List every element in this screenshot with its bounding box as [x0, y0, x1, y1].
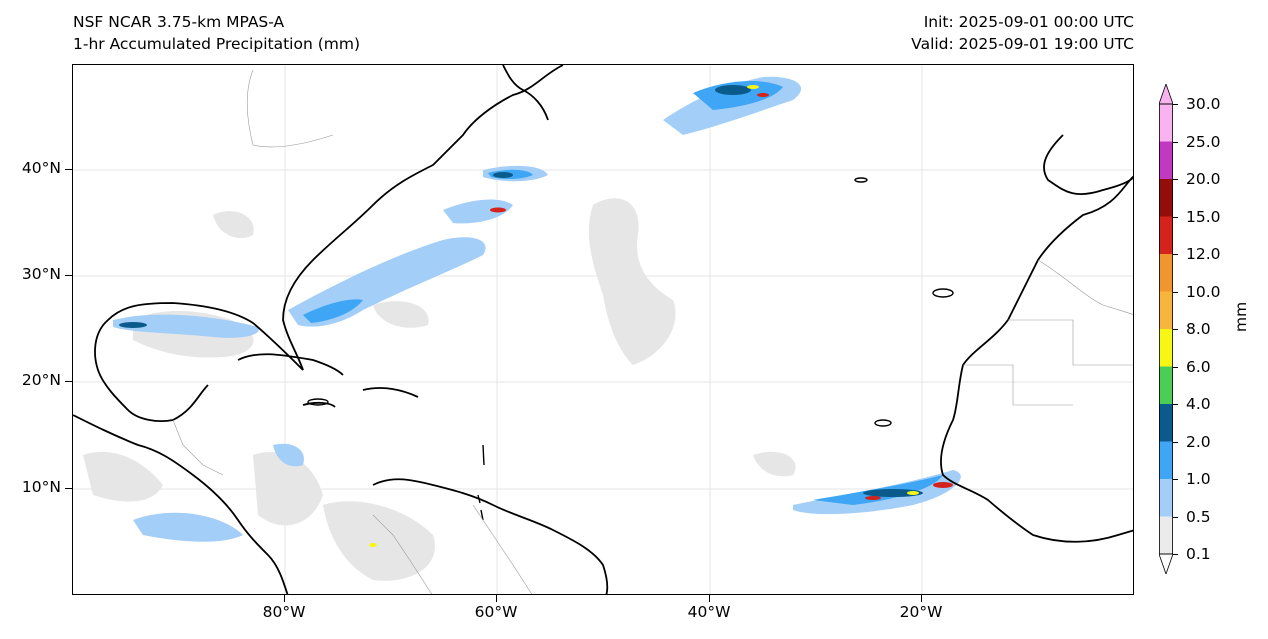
- lon-label: 40°W: [687, 603, 731, 621]
- colorbar-segment: [1159, 141, 1173, 179]
- colorbar-tick: [1173, 216, 1178, 218]
- lat-label: 30°N: [21, 265, 61, 283]
- lat-label: 10°N: [21, 478, 61, 496]
- colorbar-tick: [1173, 441, 1178, 443]
- colorbar-tick: [1173, 291, 1178, 293]
- colorbar-tick: [1173, 366, 1178, 368]
- colorbar-segment: [1159, 441, 1173, 479]
- field-name: 1-hr Accumulated Precipitation (mm): [73, 35, 360, 53]
- extreme-precip-cores: [490, 93, 953, 500]
- colorbar-tick-label: 4.0: [1186, 395, 1211, 413]
- colorbar-segment: [1159, 216, 1173, 254]
- valid-time: Valid: 2025-09-01 19:00 UTC: [911, 35, 1134, 53]
- lon-label: 60°W: [474, 603, 518, 621]
- colorbar-segment: [1159, 329, 1173, 367]
- colorbar-segment: [1159, 404, 1173, 442]
- colorbar: [1159, 84, 1173, 574]
- colorbar-tick-label: 8.0: [1186, 320, 1211, 338]
- colorbar-tick-label: 15.0: [1186, 207, 1221, 226]
- colorbar-tick: [1173, 254, 1178, 255]
- colorbar-tick-label: 10.0: [1186, 282, 1221, 301]
- colorbar-tick-label: 6.0: [1186, 357, 1211, 376]
- coastlines: [73, 65, 1133, 594]
- colorbar-tick-label: 20.0: [1186, 170, 1221, 188]
- lon-tick: [921, 595, 922, 602]
- colorbar-tick-label: 25.0: [1186, 132, 1221, 151]
- colorbar-tick-label: 2.0: [1186, 432, 1211, 451]
- gridlines: [73, 65, 1133, 594]
- colorbar-tick: [1173, 179, 1178, 180]
- colorbar-unit: mm: [1232, 301, 1250, 332]
- colorbar-tick: [1173, 141, 1178, 143]
- colorbar-tick: [1173, 554, 1178, 555]
- lat-tick: [65, 275, 72, 276]
- colorbar-tick: [1173, 104, 1178, 105]
- colorbar-tick: [1173, 479, 1178, 480]
- colorbar-segment: [1159, 516, 1173, 554]
- lon-tick: [709, 595, 710, 602]
- colorbar-tick: [1173, 404, 1178, 405]
- colorbar-extend-arrow: [1159, 553, 1173, 574]
- colorbar-tick-label: 30.0: [1186, 95, 1221, 113]
- title-right: Init: 2025-09-01 00:00 UTC Valid: 2025-0…: [911, 11, 1134, 55]
- title-left: NSF NCAR 3.75-km MPAS-A 1-hr Accumulated…: [73, 11, 360, 55]
- colorbar-segment: [1159, 479, 1173, 517]
- islands: [307, 177, 954, 521]
- map-panel[interactable]: [72, 64, 1134, 595]
- colorbar-segment: [1159, 179, 1173, 217]
- colorbar-segment: [1159, 291, 1173, 329]
- borders: [172, 69, 1133, 594]
- lat-label: 40°N: [21, 159, 61, 177]
- lon-tick: [496, 595, 497, 602]
- init-time: Init: 2025-09-01 00:00 UTC: [923, 13, 1134, 31]
- colorbar-tick: [1173, 329, 1178, 330]
- colorbar-frame: [1159, 103, 1173, 555]
- intense-precip-cores: [119, 85, 923, 497]
- lat-tick: [65, 381, 72, 382]
- colorbar-tick: [1173, 516, 1178, 518]
- lon-label: 80°W: [262, 603, 306, 621]
- map-svg: [73, 65, 1133, 594]
- lon-label: 20°W: [899, 603, 943, 621]
- lat-tick: [65, 488, 72, 489]
- colorbar-tick-label: 1.0: [1186, 470, 1211, 488]
- lat-label: 20°N: [21, 371, 61, 389]
- colorbar-tick-label: 0.5: [1186, 507, 1211, 526]
- model-name: NSF NCAR 3.75-km MPAS-A: [73, 13, 285, 31]
- colorbar-segment: [1159, 254, 1173, 292]
- colorbar-segment: [1159, 366, 1173, 404]
- colorbar-segment: [1159, 104, 1173, 142]
- moderate-precip-areas: [113, 76, 961, 542]
- lat-tick: [65, 169, 72, 170]
- precip-highlights: [369, 85, 919, 547]
- lon-tick: [284, 595, 285, 602]
- colorbar-extend-arrow: [1159, 84, 1173, 105]
- colorbar-tick-label: 0.1: [1186, 545, 1211, 563]
- colorbar-tick-label: 12.0: [1186, 245, 1221, 263]
